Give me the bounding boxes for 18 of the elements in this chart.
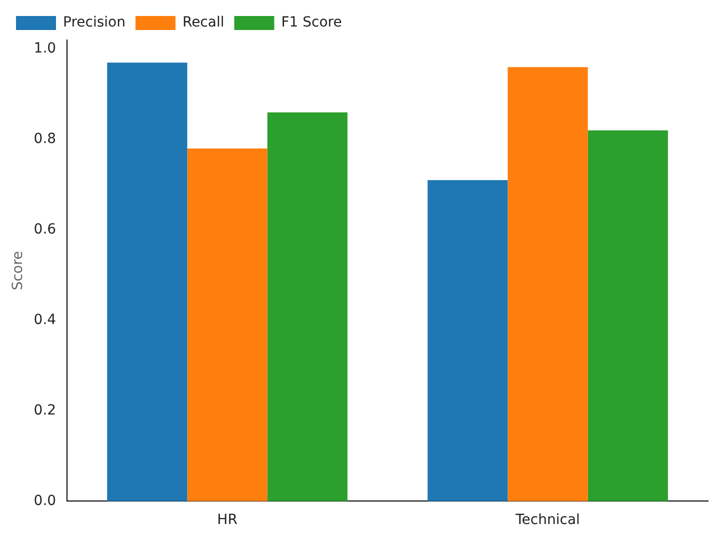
y-tick-label: 0.8 <box>34 131 56 148</box>
bar <box>187 148 268 502</box>
y-tick-label: 0.2 <box>34 402 56 418</box>
y-tick-label: 1.0 <box>34 40 56 57</box>
x-tick-label: HR <box>217 512 238 528</box>
y-tick-label: 0.6 <box>34 222 56 238</box>
bar <box>428 180 508 502</box>
bar <box>508 67 588 502</box>
y-axis-title: Score <box>10 250 26 290</box>
legend-label: F1 Score <box>281 14 342 31</box>
bar <box>588 130 668 502</box>
y-tick-label: 0.0 <box>34 492 56 509</box>
legend-label: Precision <box>63 14 126 31</box>
bar <box>107 62 188 502</box>
y-tick-label: 0.4 <box>34 312 56 328</box>
legend-label: Recall <box>182 14 224 31</box>
x-tick-label: Technical <box>514 512 580 528</box>
bar <box>267 112 348 502</box>
